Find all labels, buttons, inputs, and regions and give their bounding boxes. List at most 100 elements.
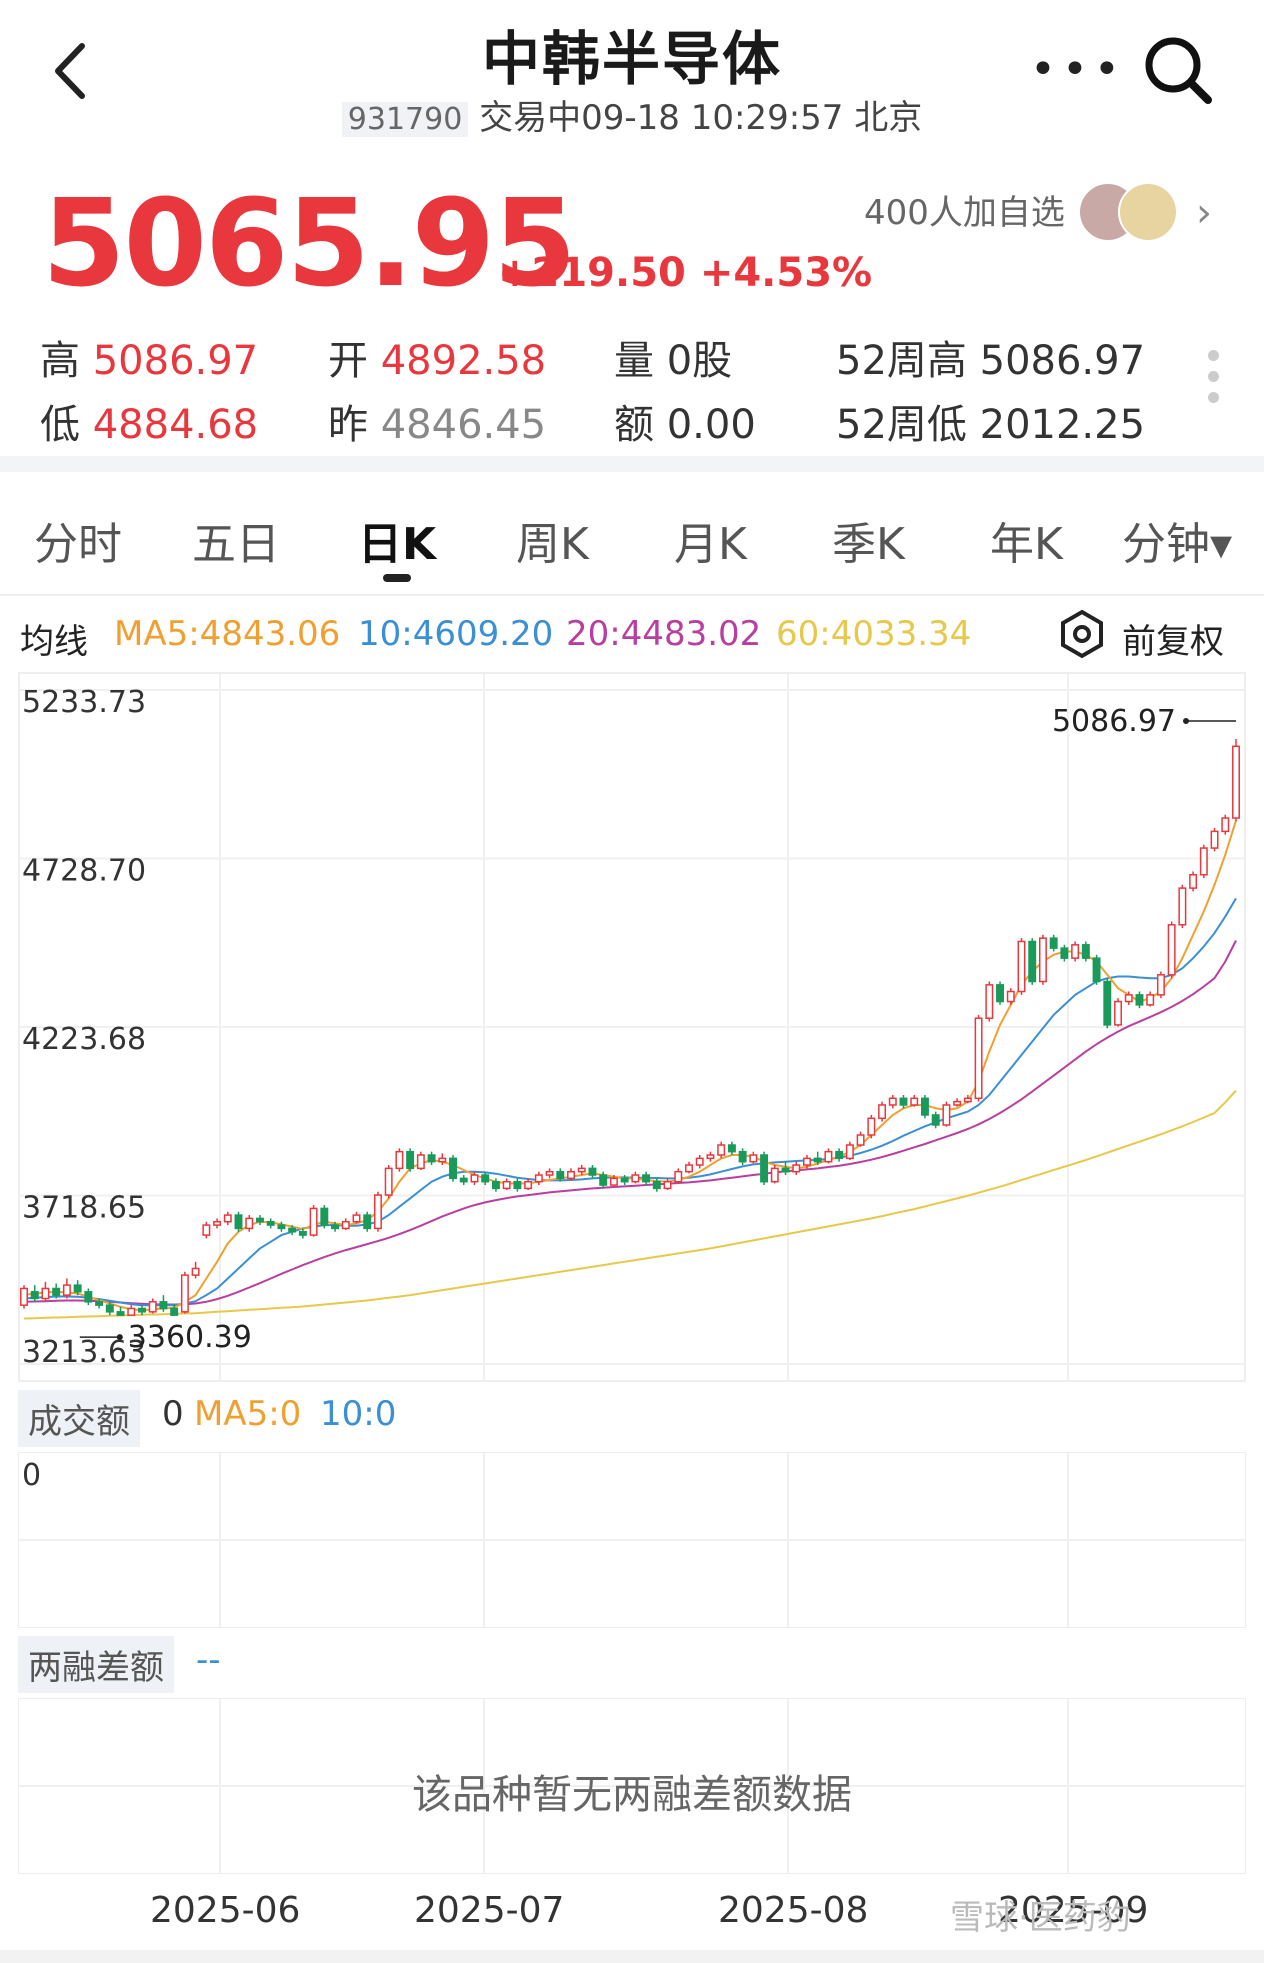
stat-high: 高 5086.97 xyxy=(40,338,259,384)
adjust-button[interactable]: 前复权 xyxy=(1122,622,1224,662)
candle xyxy=(213,1220,222,1226)
candle xyxy=(727,1144,736,1153)
candle xyxy=(996,984,1005,1003)
tab-jik[interactable]: 季K xyxy=(832,519,905,570)
candle xyxy=(1124,994,1133,1003)
margin-tag[interactable]: 两融差额 xyxy=(18,1636,174,1693)
candle xyxy=(1049,937,1058,949)
stat-amount: 额 0.00 xyxy=(614,402,756,448)
candle xyxy=(1081,944,1090,959)
candle xyxy=(856,1134,865,1146)
search-icon[interactable] xyxy=(1140,32,1216,108)
tab-fenzhong[interactable]: 分钟▾ xyxy=(1122,519,1233,570)
candle xyxy=(1221,817,1230,833)
candle xyxy=(642,1174,651,1183)
candle xyxy=(491,1180,500,1190)
tab-rik[interactable]: 日K xyxy=(358,519,437,570)
candle xyxy=(1103,980,1112,1026)
candle xyxy=(298,1231,307,1236)
candle xyxy=(1017,940,1026,993)
candle xyxy=(266,1220,275,1226)
candle xyxy=(288,1227,297,1233)
divider xyxy=(0,456,1264,472)
ma20-value: 20:4483.02 xyxy=(566,614,762,654)
candle xyxy=(1135,994,1144,1006)
stat-volume: 量 0股 xyxy=(614,338,733,384)
trading-status: 交易中09-18 10:29:57 北京 xyxy=(479,98,923,138)
stat-52w-high: 52周高 5086.97 xyxy=(836,338,1146,384)
candle xyxy=(459,1177,468,1183)
candle xyxy=(663,1180,672,1190)
more-icon[interactable]: ••• xyxy=(1030,44,1126,95)
candle xyxy=(1092,957,1101,983)
candle xyxy=(127,1307,136,1316)
candle xyxy=(609,1177,618,1186)
candle xyxy=(695,1157,704,1166)
status-line: 931790 交易中09-18 10:29:57 北京 xyxy=(0,90,1264,139)
candle xyxy=(1038,937,1047,983)
candle xyxy=(867,1117,876,1136)
candle xyxy=(813,1157,822,1163)
candle xyxy=(567,1170,575,1180)
back-icon[interactable] xyxy=(40,36,100,106)
chevron-right-icon[interactable]: › xyxy=(1196,190,1212,236)
candle xyxy=(963,1097,972,1103)
candle xyxy=(341,1220,350,1230)
candle xyxy=(953,1100,962,1106)
candle xyxy=(52,1287,61,1296)
candle xyxy=(674,1170,683,1183)
candle xyxy=(803,1157,811,1166)
ma60-value: 60:4033.34 xyxy=(776,614,972,654)
candle xyxy=(556,1170,565,1180)
candle xyxy=(770,1167,779,1183)
volume-panel xyxy=(18,1452,1246,1628)
y-tick-label: 5233.73 xyxy=(22,685,146,720)
candle xyxy=(105,1304,114,1313)
tab-zhouk[interactable]: 周K xyxy=(516,519,589,570)
tab-fenshi[interactable]: 分时 xyxy=(34,519,122,570)
candlestick-chart[interactable]: 5233.73 4728.70 4223.68 3718.65 3213.63 5086.… xyxy=(18,672,1246,1382)
candle xyxy=(373,1194,382,1230)
min-marker-dot xyxy=(116,1334,123,1341)
max-marker-dot xyxy=(1183,717,1189,724)
ma5-value: MA5:4843.06 xyxy=(114,614,341,654)
candle xyxy=(910,1097,919,1106)
candle xyxy=(202,1224,211,1236)
candle xyxy=(1199,847,1208,876)
candle xyxy=(888,1097,897,1106)
candle xyxy=(1210,830,1219,849)
tab-wuri[interactable]: 五日 xyxy=(192,519,280,570)
candle xyxy=(481,1174,490,1183)
volume-ma5: MA5:0 xyxy=(194,1394,302,1434)
tab-niank[interactable]: 年K xyxy=(990,519,1063,570)
divider xyxy=(0,594,1264,596)
candle xyxy=(942,1104,951,1126)
candle xyxy=(395,1150,404,1170)
x-tick-label: 2025-08 xyxy=(718,1890,869,1931)
ma10-line xyxy=(23,897,1237,1307)
candle xyxy=(534,1174,543,1183)
candle xyxy=(524,1180,533,1190)
candle xyxy=(577,1167,586,1173)
candle xyxy=(1114,1000,1122,1026)
volume-tag[interactable]: 成交额 xyxy=(18,1390,140,1447)
candle xyxy=(180,1274,189,1313)
watch-count[interactable]: 400人加自选 xyxy=(864,193,1065,233)
tab-yuek[interactable]: 月K xyxy=(674,519,747,570)
more-vertical-icon[interactable] xyxy=(1208,350,1220,413)
candle xyxy=(1146,994,1155,1006)
candle xyxy=(470,1174,479,1183)
candle xyxy=(1178,887,1187,926)
ma60-line xyxy=(23,1089,1237,1320)
candle xyxy=(792,1164,801,1173)
candle xyxy=(738,1150,747,1163)
volume-axis-label: 0 xyxy=(22,1458,42,1493)
y-tick-label: 3213.63 xyxy=(22,1335,146,1370)
stat-52w-low: 52周低 2012.25 xyxy=(836,402,1146,448)
x-tick-label: 2025-06 xyxy=(150,1890,301,1931)
candle xyxy=(95,1301,104,1306)
settings-hex-icon[interactable] xyxy=(1056,608,1108,660)
x-tick-label: 2025-09 xyxy=(998,1890,1149,1931)
page-title: 中韩半导体 xyxy=(481,25,782,93)
candle xyxy=(920,1097,929,1116)
